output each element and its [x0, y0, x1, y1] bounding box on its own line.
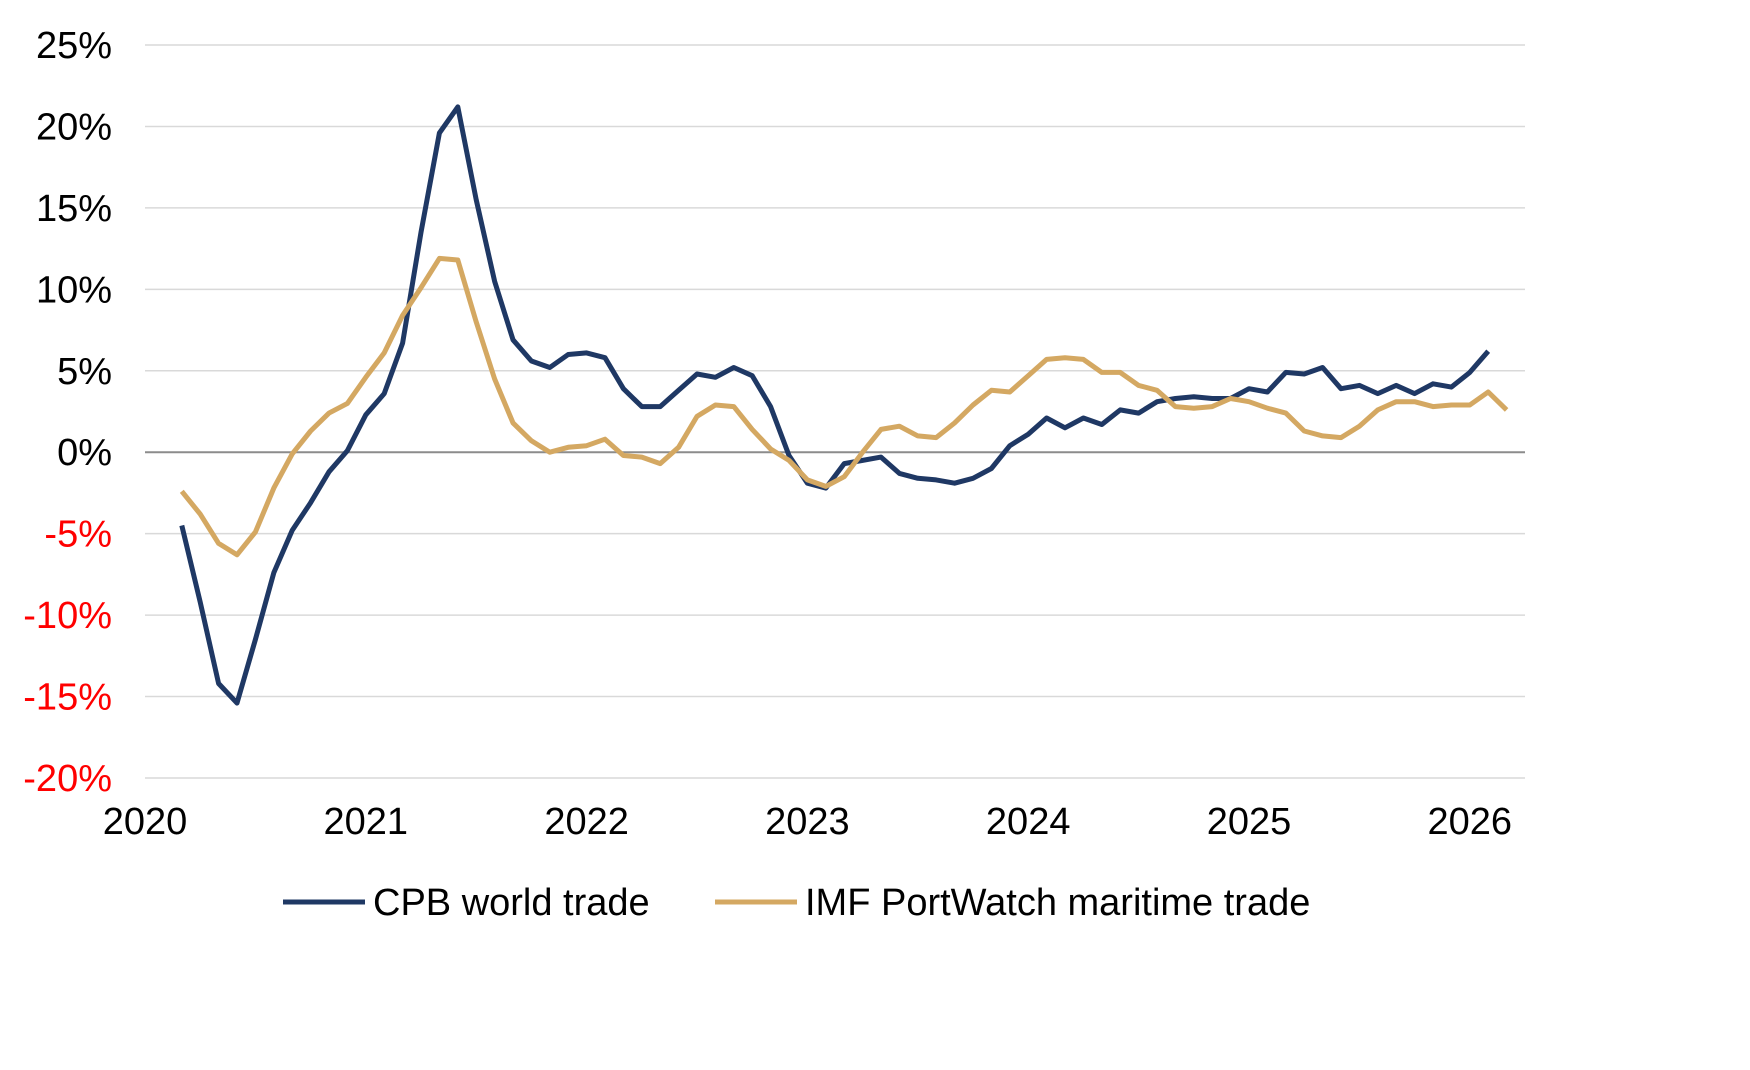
x-tick-label: 2023 [765, 801, 850, 843]
y-tick-label: -20% [23, 758, 112, 800]
gridlines [145, 44, 1525, 779]
x-tick-label: 2021 [324, 801, 409, 843]
series-line-imf-portwatch-maritime-trade [179, 255, 1509, 558]
legend-label: IMF PortWatch maritime trade [805, 882, 1310, 924]
y-tick-label: -5% [44, 514, 112, 556]
y-tick-label: 5% [57, 351, 112, 393]
legend: CPB world trade IMF PortWatch maritime tr… [283, 882, 1310, 924]
y-tick-label: -15% [23, 677, 112, 719]
x-tick-label: 2025 [1207, 801, 1292, 843]
x-tick-label: 2026 [1428, 801, 1513, 843]
y-tick-label: 20% [36, 106, 112, 148]
y-tick-label: 10% [36, 269, 112, 311]
y-tick-label: 15% [36, 188, 112, 230]
series-lines [179, 104, 1509, 706]
y-tick-label: 0% [57, 432, 112, 474]
legend-label: CPB world trade [373, 882, 650, 924]
x-tick-label: 2020 [103, 801, 188, 843]
x-axis-tick-labels: 2020 2021 2022 2023 2024 2025 2026 [103, 801, 1512, 843]
x-tick-label: 2022 [544, 801, 629, 843]
y-tick-label: -10% [23, 595, 112, 637]
y-tick-label: 25% [36, 25, 112, 67]
y-axis-tick-labels: 25% 20% 15% 10% 5% 0% -5% -10% -15% -20% [23, 25, 112, 800]
x-tick-label: 2024 [986, 801, 1071, 843]
series-line-cpb-world-trade [179, 104, 1491, 706]
